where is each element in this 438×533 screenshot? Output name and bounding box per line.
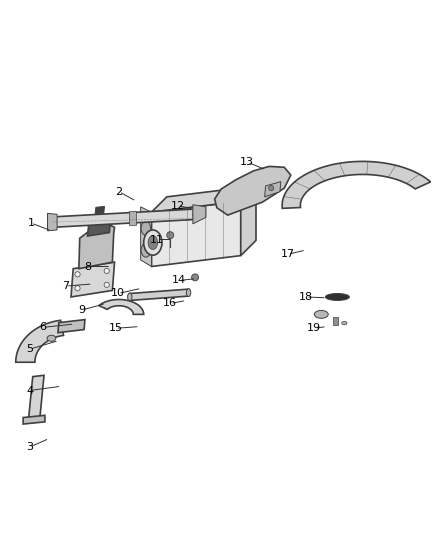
Ellipse shape bbox=[141, 221, 151, 236]
Polygon shape bbox=[215, 166, 291, 215]
Polygon shape bbox=[99, 300, 144, 314]
Polygon shape bbox=[258, 171, 282, 180]
Circle shape bbox=[104, 268, 110, 273]
Text: 8: 8 bbox=[84, 262, 91, 271]
Bar bbox=[333, 318, 338, 325]
Text: 12: 12 bbox=[170, 200, 185, 211]
Circle shape bbox=[103, 302, 110, 309]
Text: 6: 6 bbox=[39, 322, 46, 333]
Polygon shape bbox=[152, 186, 256, 212]
Text: 17: 17 bbox=[281, 249, 295, 260]
Polygon shape bbox=[23, 415, 45, 424]
Ellipse shape bbox=[325, 294, 350, 301]
Polygon shape bbox=[282, 161, 431, 208]
Polygon shape bbox=[193, 205, 206, 224]
Polygon shape bbox=[28, 375, 44, 421]
Text: 18: 18 bbox=[299, 292, 313, 302]
Text: 15: 15 bbox=[109, 324, 122, 333]
Circle shape bbox=[191, 274, 198, 281]
Circle shape bbox=[268, 185, 274, 191]
Ellipse shape bbox=[50, 217, 55, 228]
Text: 3: 3 bbox=[26, 442, 33, 452]
Bar bbox=[129, 211, 136, 225]
Text: 2: 2 bbox=[115, 187, 123, 197]
Polygon shape bbox=[71, 262, 115, 297]
Polygon shape bbox=[58, 320, 85, 333]
Polygon shape bbox=[47, 213, 57, 231]
Ellipse shape bbox=[148, 236, 158, 249]
Ellipse shape bbox=[342, 321, 347, 325]
Ellipse shape bbox=[127, 293, 132, 301]
Text: 9: 9 bbox=[78, 305, 85, 315]
Text: 7: 7 bbox=[62, 281, 69, 291]
Ellipse shape bbox=[144, 230, 162, 255]
Ellipse shape bbox=[47, 335, 56, 341]
Text: 16: 16 bbox=[163, 298, 177, 309]
Text: 14: 14 bbox=[172, 276, 186, 286]
Text: 10: 10 bbox=[111, 288, 125, 298]
Text: 4: 4 bbox=[26, 385, 33, 395]
Polygon shape bbox=[79, 223, 115, 269]
Circle shape bbox=[75, 286, 80, 291]
Polygon shape bbox=[265, 182, 281, 197]
Text: 11: 11 bbox=[150, 235, 164, 245]
Ellipse shape bbox=[141, 243, 151, 257]
Text: 19: 19 bbox=[307, 324, 321, 333]
Polygon shape bbox=[95, 206, 105, 215]
Ellipse shape bbox=[314, 310, 328, 318]
Polygon shape bbox=[152, 201, 241, 266]
Polygon shape bbox=[141, 207, 152, 266]
Text: 13: 13 bbox=[240, 157, 254, 167]
Polygon shape bbox=[130, 289, 188, 301]
Text: 5: 5 bbox=[26, 344, 33, 354]
Polygon shape bbox=[16, 320, 64, 362]
Polygon shape bbox=[241, 186, 256, 256]
Circle shape bbox=[104, 282, 110, 287]
Ellipse shape bbox=[186, 289, 191, 296]
Polygon shape bbox=[53, 209, 195, 228]
Polygon shape bbox=[88, 215, 111, 236]
Ellipse shape bbox=[193, 208, 197, 220]
Text: 1: 1 bbox=[28, 218, 35, 228]
Circle shape bbox=[167, 232, 174, 239]
Circle shape bbox=[75, 272, 80, 277]
